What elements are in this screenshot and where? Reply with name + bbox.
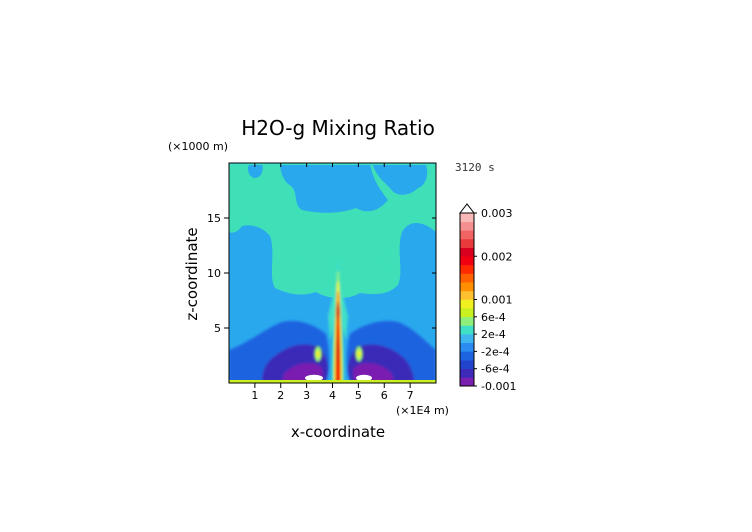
time-label: 3120 s (455, 161, 495, 174)
colorbar-segment (460, 334, 474, 344)
colorbar-segment (460, 368, 474, 378)
field-plume (357, 350, 361, 358)
y-unit-label: (×1000 m) (168, 140, 228, 153)
y-tick-label: 15 (207, 212, 221, 225)
colorbar-tick-label: -6e-4 (481, 363, 510, 376)
colorbar-tick-label: -2e-4 (481, 345, 510, 358)
colorbar-segment (460, 273, 474, 283)
colorbar-tick-label: 0.003 (481, 207, 513, 220)
colorbar-segment (460, 316, 474, 326)
x-tick-label: 4 (329, 389, 336, 402)
field-blob (379, 249, 390, 270)
colorbar-tick-label: 6e-4 (481, 311, 506, 324)
colorbar-tick-label: 0.002 (481, 250, 513, 263)
colorbar-segment (460, 299, 474, 309)
colorbar-segment (460, 230, 474, 240)
colorbar-segment (460, 247, 474, 257)
x-tick-label: 1 (251, 389, 258, 402)
colorbar-segment (460, 213, 474, 222)
field-column-core (336, 336, 340, 364)
field-plume (316, 350, 320, 358)
colorbar-segment (460, 221, 474, 231)
colorbar-tick-label: 2e-4 (481, 328, 506, 341)
y-axis-label: z-coordinate (183, 227, 201, 320)
colorbar-segment (460, 325, 474, 335)
field-surface-band (229, 380, 436, 383)
x-tick-label: 7 (407, 389, 414, 402)
y-tick-label: 10 (207, 267, 221, 280)
field-blob (280, 163, 388, 213)
colorbar-tick-label: 0.001 (481, 294, 513, 307)
x-axis-ticks: 1 2 3 4 5 6 7 (251, 163, 414, 402)
colorbar-arrow (458, 203, 476, 214)
field-blob (287, 249, 298, 268)
y-axis-ticks: 5 10 15 (207, 212, 436, 335)
colorbar-segment (460, 282, 474, 292)
x-tick-label: 5 (355, 389, 362, 402)
x-axis-label: x-coordinate (291, 423, 385, 441)
colorbar-segment (460, 308, 474, 318)
x-unit-label: (×1E4 m) (396, 404, 449, 417)
y-tick-label: 5 (214, 322, 221, 335)
field-blob (229, 204, 244, 233)
colorbar-segment (460, 351, 474, 361)
colorbar-tick-label: -0.001 (481, 380, 516, 393)
chart-title: H2O-g Mixing Ratio (241, 116, 435, 140)
field-plot (229, 163, 436, 383)
field-minimum (356, 374, 372, 382)
colorbar: 0.003 0.002 0.001 6e-4 2e-4 -2e-4 -6e-4 -0.001 (458, 203, 516, 393)
colorbar-segment (460, 290, 474, 300)
colorbar-segment (460, 256, 474, 266)
x-tick-label: 6 (381, 389, 388, 402)
colorbar-segment (460, 342, 474, 352)
field-blob (247, 163, 263, 178)
colorbar-segment (460, 360, 474, 369)
field-minimum (305, 374, 323, 382)
x-tick-label: 3 (303, 389, 310, 402)
colorbar-segment (460, 377, 474, 387)
colorbar-segment (460, 238, 474, 248)
field-blob (372, 163, 428, 195)
field-column-core (336, 302, 340, 322)
x-tick-label: 2 (277, 389, 284, 402)
colorbar-segment (460, 264, 474, 274)
